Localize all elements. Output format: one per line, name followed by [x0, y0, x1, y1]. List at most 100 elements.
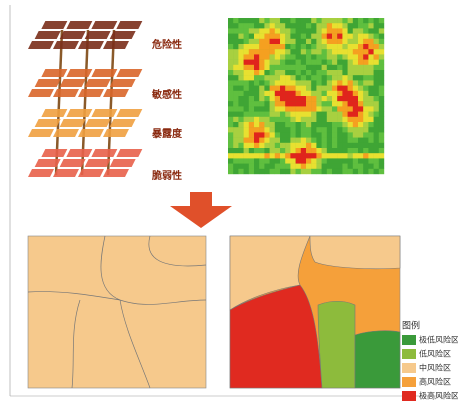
heatmap-cell [358, 85, 364, 91]
heatmap-cell [352, 33, 359, 39]
heatmap-cell [378, 18, 385, 24]
heatmap-cell [363, 44, 369, 50]
layer-tile [109, 119, 136, 127]
heatmap-cell [280, 90, 286, 97]
heatmap-cell [326, 101, 333, 107]
heatmap-cell [280, 106, 286, 112]
heatmap-cell [248, 90, 255, 97]
heatmap-cell [358, 168, 364, 175]
heatmap-cell [306, 132, 312, 138]
heatmap-cell [321, 23, 327, 29]
heatmap-cell [347, 142, 353, 149]
heatmap-cell [321, 18, 327, 24]
heatmap-cell [285, 163, 291, 169]
heatmap-cell [373, 163, 379, 169]
heatmap-cell [248, 148, 255, 154]
heatmap-cell [233, 38, 239, 45]
heatmap-cell [285, 132, 291, 138]
heatmap-cell [248, 142, 255, 149]
heatmap-cell [311, 80, 317, 86]
layer-tile [78, 89, 104, 97]
heatmap-cell [347, 116, 353, 123]
heatmap-cell [306, 163, 312, 169]
heatmap-cell [300, 75, 307, 81]
heatmap-cell [352, 90, 359, 97]
heatmap-cell [264, 122, 270, 128]
heatmap-cell [347, 158, 353, 164]
heatmap-cell [243, 28, 249, 34]
heatmap-cell [378, 54, 385, 60]
heatmap-cell [337, 64, 343, 71]
heatmap-cell [290, 23, 296, 29]
heatmap-cell [285, 49, 291, 55]
layer-tile [28, 169, 54, 177]
heatmap-cell [248, 122, 255, 128]
heatmap-cell [290, 38, 296, 45]
heatmap-cell [342, 148, 348, 154]
heatmap-cell [316, 111, 322, 117]
heatmap-cell [363, 59, 369, 65]
heatmap-cell [316, 59, 322, 65]
heatmap-cell [373, 59, 379, 65]
heatmap-cell [290, 142, 296, 149]
heatmap-cell [347, 163, 353, 169]
heatmap-cell [280, 18, 286, 24]
layer-tile [53, 129, 79, 137]
heatmap-cell [306, 59, 312, 65]
heatmap-cell [228, 18, 234, 24]
layer-tile [59, 31, 86, 39]
region-very-low [354, 330, 401, 389]
heatmap-cell [326, 80, 333, 86]
heatmap-cell [316, 148, 322, 154]
heatmap-cell [332, 111, 338, 117]
heatmap-cell [358, 49, 364, 55]
heatmap-cell [228, 106, 234, 112]
heatmap-cell [248, 101, 255, 107]
heatmap-cell [316, 90, 322, 97]
heatmap-cell [295, 18, 301, 24]
heatmap-cell [316, 132, 322, 138]
heatmap-cell [342, 96, 348, 102]
heatmap-cell [259, 106, 265, 112]
heatmap-cell [326, 23, 333, 29]
heatmap-cell [243, 85, 249, 91]
heatmap-cell [295, 44, 301, 50]
heatmap-cell [326, 64, 333, 71]
heatmap-cell [300, 70, 307, 76]
heatmap-cell [321, 85, 327, 91]
heatmap-cell [295, 127, 301, 133]
heatmap-cell [373, 44, 379, 50]
heatmap-cell [285, 168, 291, 175]
heatmap-cell [300, 80, 307, 86]
heatmap-cell [337, 116, 343, 123]
heatmap-cell [306, 18, 312, 24]
heatmap-cell [368, 38, 374, 45]
heatmap-cell [352, 49, 359, 55]
heatmap-cell [238, 106, 244, 112]
heatmap-cell [228, 132, 234, 138]
heatmap-cell [363, 80, 369, 86]
heatmap-cell [269, 49, 275, 55]
heatmap-cell [300, 44, 307, 50]
heatmap-cell [363, 49, 369, 55]
heatmap-cell [373, 54, 379, 60]
heatmap-cell [326, 122, 333, 128]
heatmap-cell [337, 80, 343, 86]
heatmap-cell [274, 90, 281, 97]
heatmap-cell [300, 122, 307, 128]
heatmap-cell [358, 158, 364, 164]
heatmap-cell [228, 38, 234, 45]
heatmap-cell [321, 38, 327, 45]
heatmap-cell [358, 153, 364, 159]
heatmap-cell [285, 80, 291, 86]
heatmap-cell [228, 111, 234, 117]
heatmap-cell [332, 59, 338, 65]
heatmap-cell [363, 85, 369, 91]
heatmap-cell [306, 33, 312, 39]
heatmap-cell [269, 33, 275, 39]
heatmap-cell [363, 116, 369, 123]
heatmap-cell [363, 33, 369, 39]
heatmap-cell [254, 122, 260, 128]
heatmap-cell [295, 137, 301, 143]
